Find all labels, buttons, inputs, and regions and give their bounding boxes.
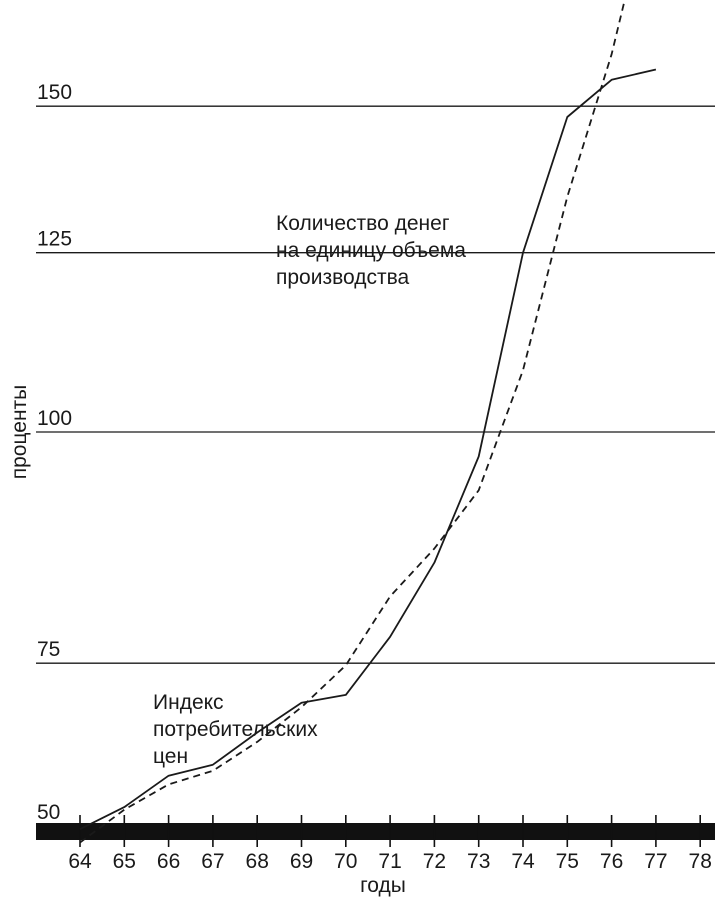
x-tick-label: 74 [511, 850, 535, 873]
annotation-line: Индекс [153, 691, 224, 714]
x-tick-label: 70 [334, 850, 357, 873]
x-tick-label: 64 [68, 850, 92, 873]
series-lines [79, 0, 657, 844]
annotation-cpi: Индекс потребительских цен [153, 691, 323, 768]
annotation-line: цен [153, 745, 188, 768]
y-tick-label: 50 [37, 801, 60, 824]
grid-lines [36, 105, 715, 664]
x-tick-marks [79, 815, 702, 847]
x-tick-labels: 64 65 66 67 68 69 70 71 72 73 74 75 76 77 78 [68, 850, 712, 873]
x-tick-label: 66 [157, 850, 180, 873]
annotation-line: производства [276, 266, 410, 289]
x-tick-label: 71 [378, 850, 401, 873]
annotation-line: потребительских [153, 718, 318, 741]
x-axis-bar [36, 823, 715, 840]
y-tick-label: 75 [37, 638, 60, 661]
x-tick-label: 77 [644, 850, 667, 873]
x-tick-label: 67 [201, 850, 224, 873]
annotation-line: на единицу объема [276, 239, 466, 262]
y-tick-label: 150 [37, 81, 72, 104]
x-axis-label: годы [360, 874, 406, 897]
y-tick-label: 100 [37, 407, 72, 430]
annotation-line: Количество денег [276, 212, 450, 235]
y-tick-labels: 5075100125150175200 [37, 81, 72, 824]
y-tick-label: 125 [37, 228, 72, 251]
x-tick-label: 73 [467, 850, 490, 873]
y-axis-label: проценты [8, 385, 31, 480]
x-tick-label: 72 [423, 850, 446, 873]
x-tick-label: 69 [290, 850, 313, 873]
x-tick-label: 75 [556, 850, 579, 873]
series-line-money-per-unit [79, 68, 657, 831]
series-line-cpi [79, 0, 626, 844]
x-tick-label: 76 [600, 850, 623, 873]
x-tick-label: 65 [113, 850, 136, 873]
annotation-money-per-unit: Количество денег на единицу объема произ… [276, 212, 472, 289]
x-tick-label: 68 [246, 850, 269, 873]
x-tick-label: 78 [689, 850, 712, 873]
